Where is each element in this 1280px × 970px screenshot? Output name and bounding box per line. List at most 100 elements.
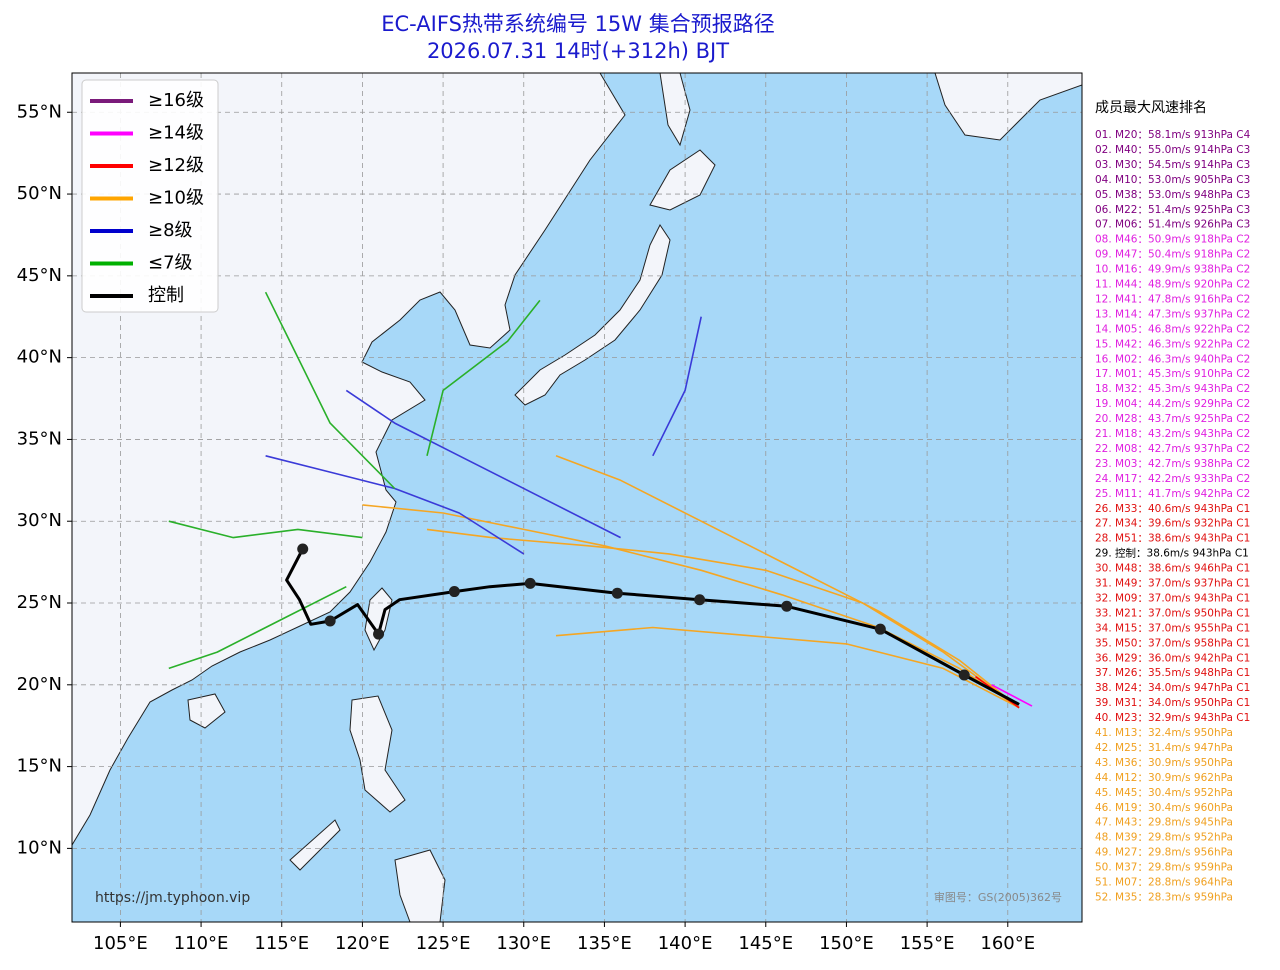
ranking-entry: 43. M36：30.9m/s 950hPa	[1095, 757, 1233, 769]
member-track	[426, 528, 1020, 709]
ranking-entry: 37. M26：35.5m/s 948hPa C1	[1095, 667, 1250, 679]
ranking-entry: 41. M13：32.4m/s 950hPa	[1095, 727, 1233, 739]
ranking-entry: 16. M02：46.3m/s 940hPa C2	[1095, 353, 1250, 365]
ranking-entry: 19. M04：44.2m/s 929hPa C2	[1095, 398, 1250, 410]
control-point	[781, 600, 793, 612]
y-tick-label: 35°N	[17, 428, 62, 449]
x-tick-label: 150°E	[819, 933, 874, 954]
ranking-entry: 29. 控制：38.6m/s 943hPa C1	[1095, 547, 1249, 560]
approval: 审图号：GS(2005)362号	[934, 890, 1062, 904]
control-point	[524, 577, 536, 589]
x-tick-label: 110°E	[174, 933, 229, 954]
control-point	[448, 586, 460, 598]
ranking-entry: 11. M44：48.9m/s 920hPa C2	[1095, 279, 1250, 291]
ranking-entry: 31. M49：37.0m/s 937hPa C1	[1095, 578, 1250, 590]
ranking-entry: 09. M47：50.4m/s 918hPa C2	[1095, 249, 1250, 261]
member-track	[426, 299, 541, 456]
legend-label: 控制	[148, 285, 184, 306]
ranking-entry: 08. M46：50.9m/s 918hPa C2	[1095, 234, 1250, 246]
y-tick-label: 45°N	[17, 265, 62, 286]
ranking-entry: 14. M05：46.8m/s 922hPa C2	[1095, 323, 1250, 335]
ranking-entry: 28. M51：38.6m/s 943hPa C1	[1095, 533, 1250, 545]
ranking-entry: 04. M10：53.0m/s 905hPa C3	[1095, 174, 1250, 186]
ranking-entry: 21. M18：43.2m/s 943hPa C2	[1095, 428, 1250, 440]
x-tick-label: 120°E	[335, 933, 390, 954]
ranking-entry: 33. M21：37.0m/s 950hPa C1	[1095, 607, 1250, 619]
mindanao	[394, 849, 446, 922]
control-point	[324, 615, 336, 627]
control-point	[611, 587, 623, 599]
member-track	[991, 684, 1033, 707]
ranking-entry: 12. M41：47.8m/s 916hPa C2	[1095, 293, 1250, 305]
ranking-entry: 20. M28：43.7m/s 925hPa C2	[1095, 413, 1250, 425]
ranking-title: 成员最大风速排名	[1095, 100, 1207, 116]
ranking-entry: 39. M31：34.0m/s 950hPa C1	[1095, 697, 1250, 709]
control-point	[373, 628, 385, 640]
control-point	[694, 594, 706, 606]
y-tick-label: 30°N	[17, 510, 62, 531]
kamchatka	[934, 73, 1082, 141]
ranking-entry: 30. M48：38.6m/s 946hPa C1	[1095, 563, 1250, 575]
member-track	[345, 389, 621, 539]
x-tick-label: 155°E	[900, 933, 955, 954]
legend-label: ≥12级	[148, 155, 204, 176]
ranking-entry: 07. M06：51.4m/s 926hPa C3	[1095, 219, 1250, 231]
ranking-entry: 38. M24：34.0m/s 947hPa C1	[1095, 682, 1250, 694]
japan	[514, 224, 671, 406]
ranking-entry: 02. M40：55.0m/s 914hPa C3	[1095, 144, 1250, 156]
y-tick-label: 55°N	[17, 101, 62, 122]
x-tick-label: 125°E	[416, 933, 471, 954]
ranking-entry: 24. M17：42.2m/s 933hPa C2	[1095, 473, 1250, 485]
ranking-entry: 45. M45：30.4m/s 952hPa	[1095, 787, 1233, 799]
x-tick-label: 115°E	[254, 933, 309, 954]
ranking-entry: 34. M15：37.0m/s 955hPa C1	[1095, 622, 1250, 634]
control-track	[285, 548, 1020, 706]
ranking-entry: 52. M35：28.3m/s 959hPa	[1095, 891, 1233, 903]
control-point	[874, 623, 886, 635]
grid	[72, 73, 1082, 922]
y-tick-label: 15°N	[17, 756, 62, 777]
member-track	[168, 520, 363, 539]
borneo-palawan	[289, 819, 341, 871]
ranking-entry: 15. M42：46.3m/s 922hPa C2	[1095, 338, 1250, 350]
taiwan	[364, 587, 393, 652]
y-tick-label: 40°N	[17, 347, 62, 368]
x-tick-label: 130°E	[496, 933, 551, 954]
ranking-entry: 22. M08：42.7m/s 937hPa C2	[1095, 443, 1250, 455]
hokkaido	[649, 149, 716, 211]
x-tick-label: 105°E	[93, 933, 148, 954]
control-point	[297, 543, 309, 555]
hainan	[187, 693, 226, 729]
ranking-entry: 42. M25：31.4m/s 947hPa	[1095, 742, 1233, 754]
ranking-entry: 48. M39：29.8m/s 952hPa	[1095, 832, 1233, 844]
ranking-entry: 36. M29：36.0m/s 942hPa C1	[1095, 652, 1250, 664]
x-tick-label: 145°E	[738, 933, 793, 954]
ranking-entry: 23. M03：42.7m/s 938hPa C2	[1095, 458, 1250, 470]
ranking-entry: 06. M22：51.4m/s 925hPa C3	[1095, 204, 1250, 216]
ranking-entry: 18. M32：45.3m/s 943hPa C2	[1095, 383, 1250, 395]
ranking-entry: 44. M12：30.9m/s 962hPa	[1095, 772, 1233, 784]
ranking-entry: 46. M19：30.4m/s 960hPa	[1095, 802, 1233, 814]
y-tick-label: 20°N	[17, 674, 62, 695]
luzon	[349, 695, 406, 813]
member-track	[555, 455, 1020, 709]
ranking-entry: 50. M37：29.8m/s 959hPa	[1095, 862, 1233, 874]
ranking-entry: 10. M16：49.9m/s 938hPa C2	[1095, 264, 1250, 276]
x-tick-label: 140°E	[658, 933, 713, 954]
x-tick-label: 160°E	[980, 933, 1035, 954]
ranking-entry: 47. M43：29.8m/s 945hPa	[1095, 817, 1233, 829]
legend-label: ≥14级	[148, 123, 204, 144]
member-track	[362, 504, 1020, 709]
tracks	[168, 291, 1033, 709]
legend-label: ≥16级	[148, 90, 204, 111]
legend-label: ≥10级	[148, 188, 204, 209]
y-tick-label: 10°N	[17, 837, 62, 858]
control-point	[958, 669, 970, 681]
legend-label: ≤7级	[148, 253, 193, 274]
legend-label: ≥8级	[148, 220, 193, 241]
ranking-entry: 51. M07：28.8m/s 964hPa	[1095, 877, 1233, 889]
member-track	[264, 291, 396, 490]
url: https://jm.typhoon.vip	[95, 890, 250, 906]
